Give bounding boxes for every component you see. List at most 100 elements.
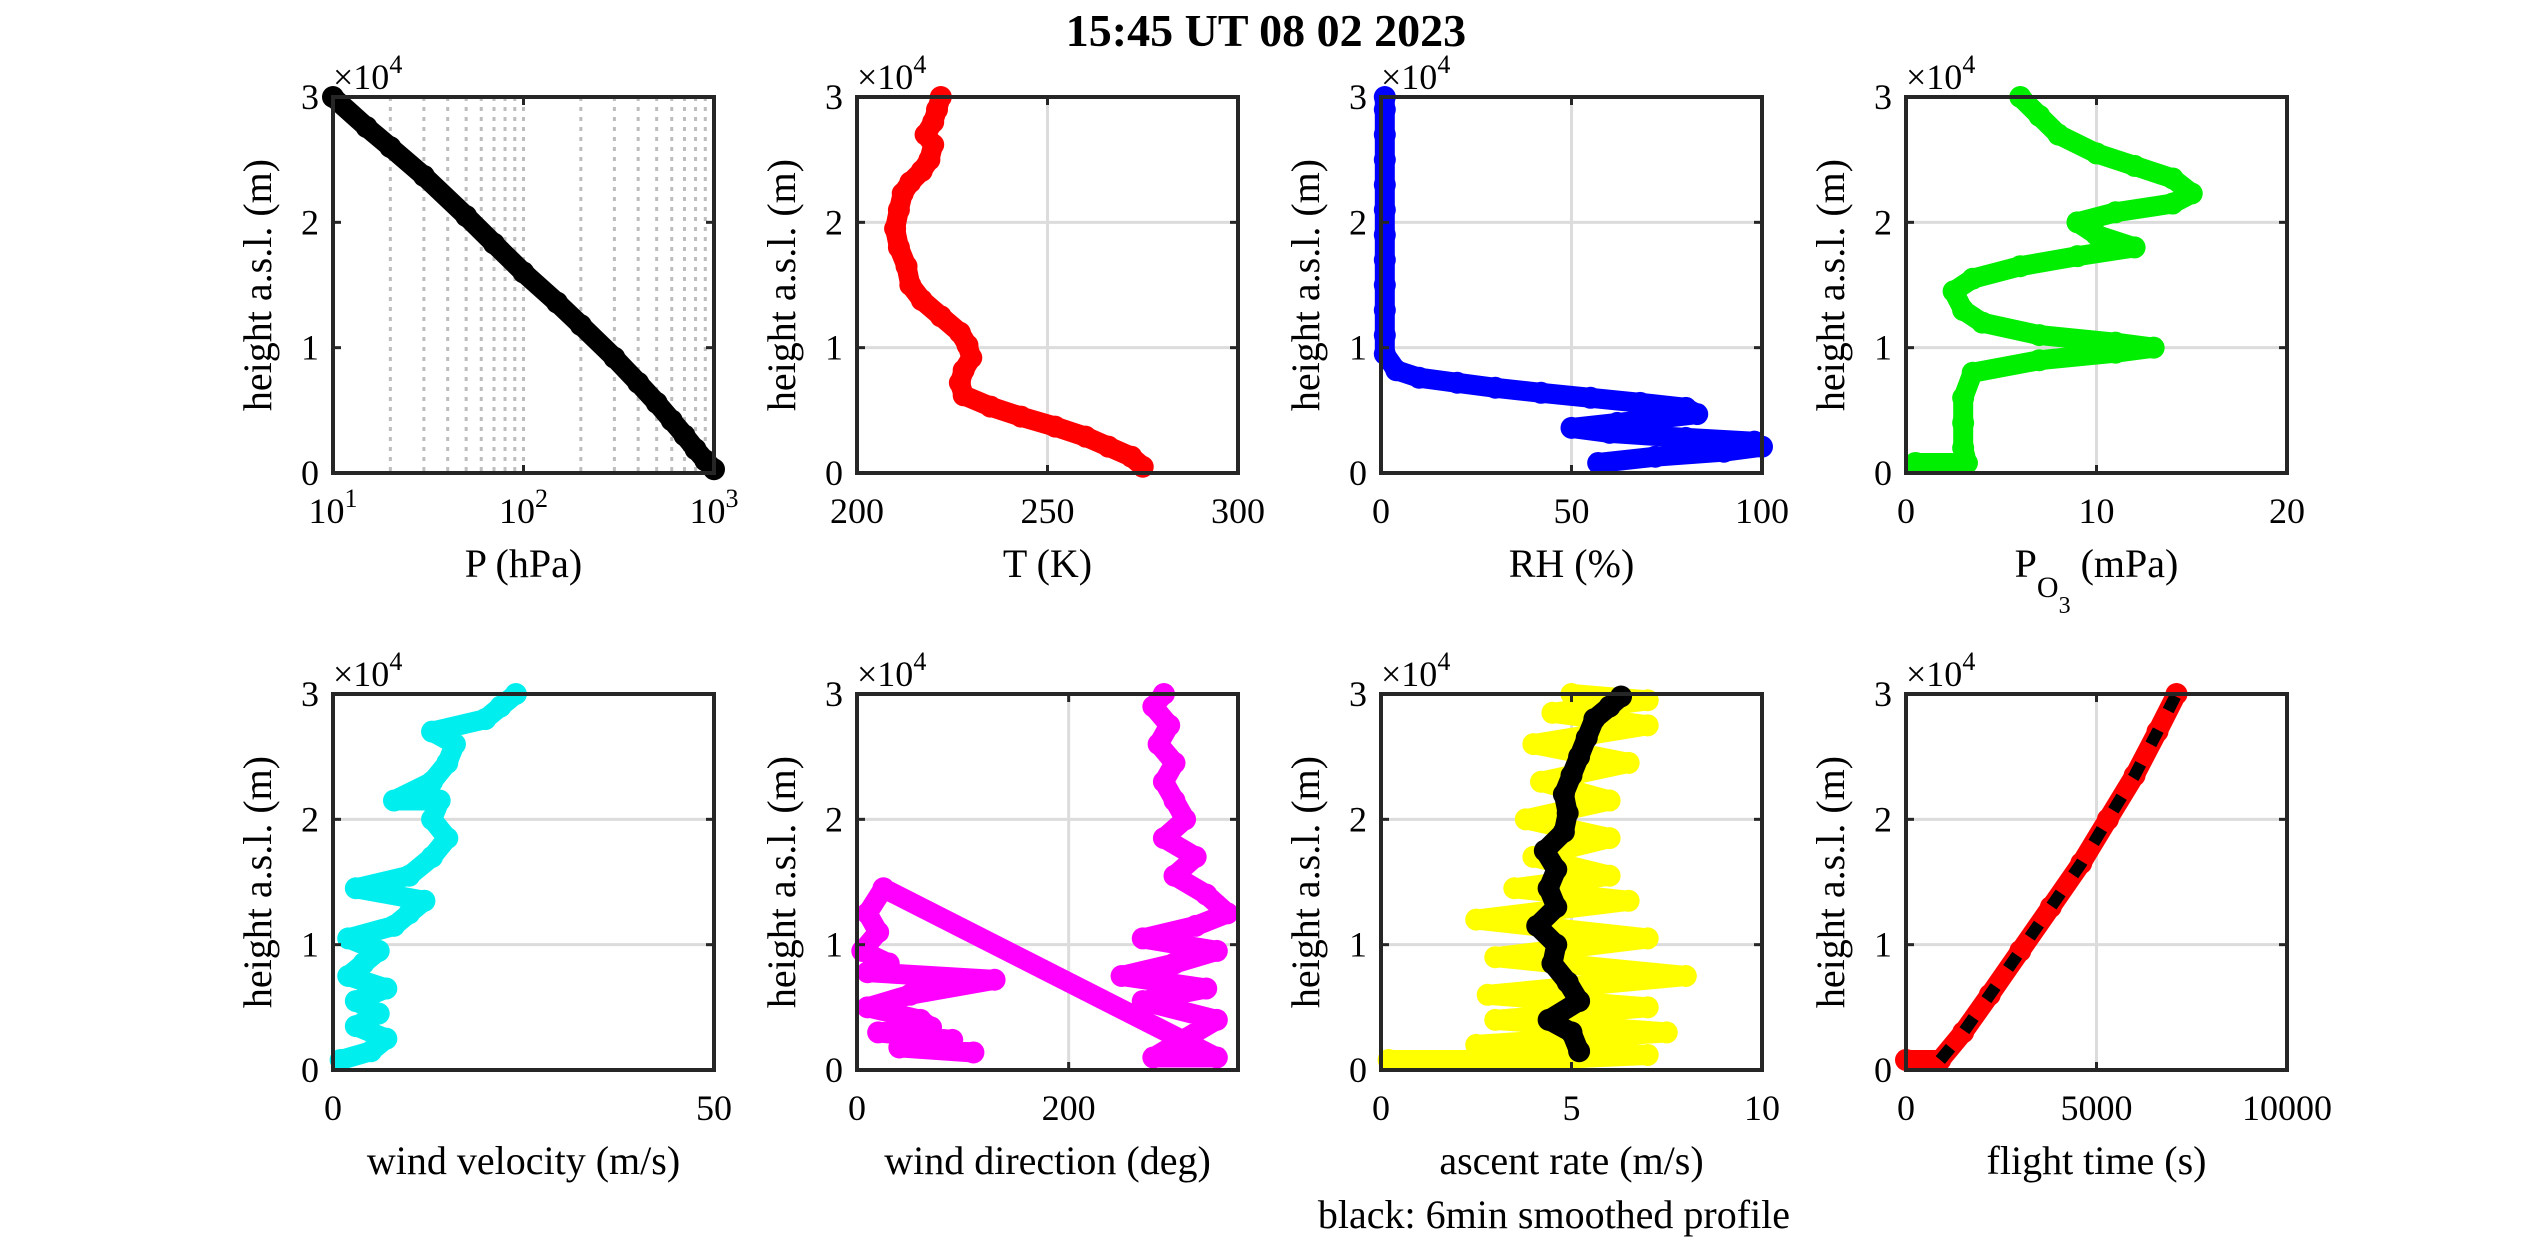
data-point [1044, 415, 1067, 438]
data-point [1560, 764, 1583, 787]
data-point [2161, 167, 2184, 190]
data-point [856, 902, 879, 925]
data-point [1373, 123, 1396, 146]
y-multiplier-exponent: 4 [389, 50, 402, 79]
data-point [489, 695, 512, 718]
data-point [382, 789, 405, 812]
data-point [1636, 1043, 1659, 1066]
x-tick-label: 5 [1563, 1088, 1581, 1128]
data-point [382, 914, 405, 937]
y-axis-label: height a.s.l. (m) [759, 159, 804, 411]
y-tick-label: 3 [301, 77, 319, 117]
y-multiplier-exponent: 4 [1962, 50, 1975, 79]
data-point [888, 1036, 911, 1059]
data-point [360, 1040, 383, 1063]
data-point [1552, 783, 1575, 806]
data-point [2104, 331, 2127, 354]
data-point [421, 808, 444, 831]
y-tick-label: 0 [1349, 1050, 1367, 1090]
data-point [2096, 808, 2119, 831]
data-point [1484, 376, 1507, 399]
y-multiplier: ×104 [1381, 50, 1450, 97]
data-point [1537, 877, 1560, 900]
panel-wind-direction: 0 200 0 1 2 3 ×104 height a.s.l. (m) wind direct… [759, 647, 1240, 1183]
y-tick-label: 0 [825, 453, 843, 493]
y-multiplier-exponent: 4 [1437, 647, 1450, 676]
data-point [660, 409, 683, 432]
data-point [1163, 952, 1186, 975]
x-axis-label: wind velocity (m/s) [367, 1138, 680, 1183]
series-0 [329, 683, 527, 1071]
data-point [1598, 827, 1621, 850]
data-point [979, 395, 1002, 418]
data-point [1373, 274, 1396, 296]
data-point [1530, 381, 1553, 404]
y-tick-label: 3 [825, 674, 843, 714]
y-tick-label: 2 [301, 202, 319, 242]
data-point [2142, 336, 2165, 359]
x-tick-label: 0 [848, 1088, 866, 1128]
data-point [1674, 396, 1697, 419]
y-tick-label: 0 [1874, 1050, 1892, 1090]
data-point [1526, 914, 1549, 937]
data-point [1606, 411, 1629, 434]
data-point [1545, 896, 1568, 919]
x-tick-label: 0 [1897, 491, 1915, 531]
y-tick-label: 3 [1349, 77, 1367, 117]
data-point [355, 116, 378, 139]
data-point [367, 1002, 390, 1025]
data-point [1110, 965, 1133, 987]
y-axis-label: height a.s.l. (m) [1283, 756, 1328, 1008]
data-point [1147, 733, 1170, 756]
y-multiplier: ×104 [857, 647, 926, 694]
data-point [2009, 255, 2032, 278]
data-point [1120, 445, 1143, 468]
x-tick-label: 103 [690, 484, 739, 531]
y-tick-label: 2 [1349, 799, 1367, 839]
x-tick-label: 250 [1021, 491, 1075, 531]
data-point [909, 1008, 932, 1031]
y-multiplier: ×104 [1906, 50, 1975, 97]
data-point [1575, 726, 1598, 749]
data-point [1556, 971, 1579, 994]
data-point [1952, 411, 1975, 434]
figure-title: 15:45 UT 08 02 2023 [1066, 5, 1466, 56]
x-axis-label: flight time (s) [1987, 1138, 2207, 1183]
data-point [1560, 416, 1583, 439]
y-axis-label: height a.s.l. (m) [1808, 756, 1853, 1008]
data-point [941, 1028, 964, 1051]
series-0 [851, 683, 1239, 1069]
data-point [1205, 939, 1228, 962]
data-point [887, 236, 910, 259]
data-point [1579, 386, 1602, 409]
data-point [948, 321, 971, 344]
y-tick-label: 2 [1349, 202, 1367, 242]
data-point [344, 877, 367, 900]
data-point [421, 845, 444, 868]
series-0 [1373, 86, 1773, 474]
y-tick-label: 2 [825, 202, 843, 242]
data-point [436, 827, 459, 850]
data-point [895, 255, 918, 278]
data-point [1545, 933, 1568, 956]
data-point [1961, 267, 1984, 290]
data-point [856, 961, 879, 984]
data-point [1537, 1008, 1560, 1031]
data-point [2047, 123, 2070, 146]
y-tick-label: 3 [1874, 674, 1892, 714]
data-point [910, 289, 933, 312]
data-point [1373, 198, 1396, 221]
data-point [1195, 977, 1218, 1000]
data-point [1583, 708, 1606, 731]
y-tick-label: 3 [825, 77, 843, 117]
y-tick-label: 2 [301, 799, 319, 839]
data-point [929, 305, 952, 328]
y-axis-label: height a.s.l. (m) [759, 756, 804, 1008]
y-tick-label: 2 [825, 799, 843, 839]
data-point [2161, 192, 2184, 215]
data-point [1961, 361, 1984, 384]
x-tick-exponent: 3 [726, 484, 739, 513]
y-tick-label: 0 [301, 453, 319, 493]
data-point [1545, 858, 1568, 881]
